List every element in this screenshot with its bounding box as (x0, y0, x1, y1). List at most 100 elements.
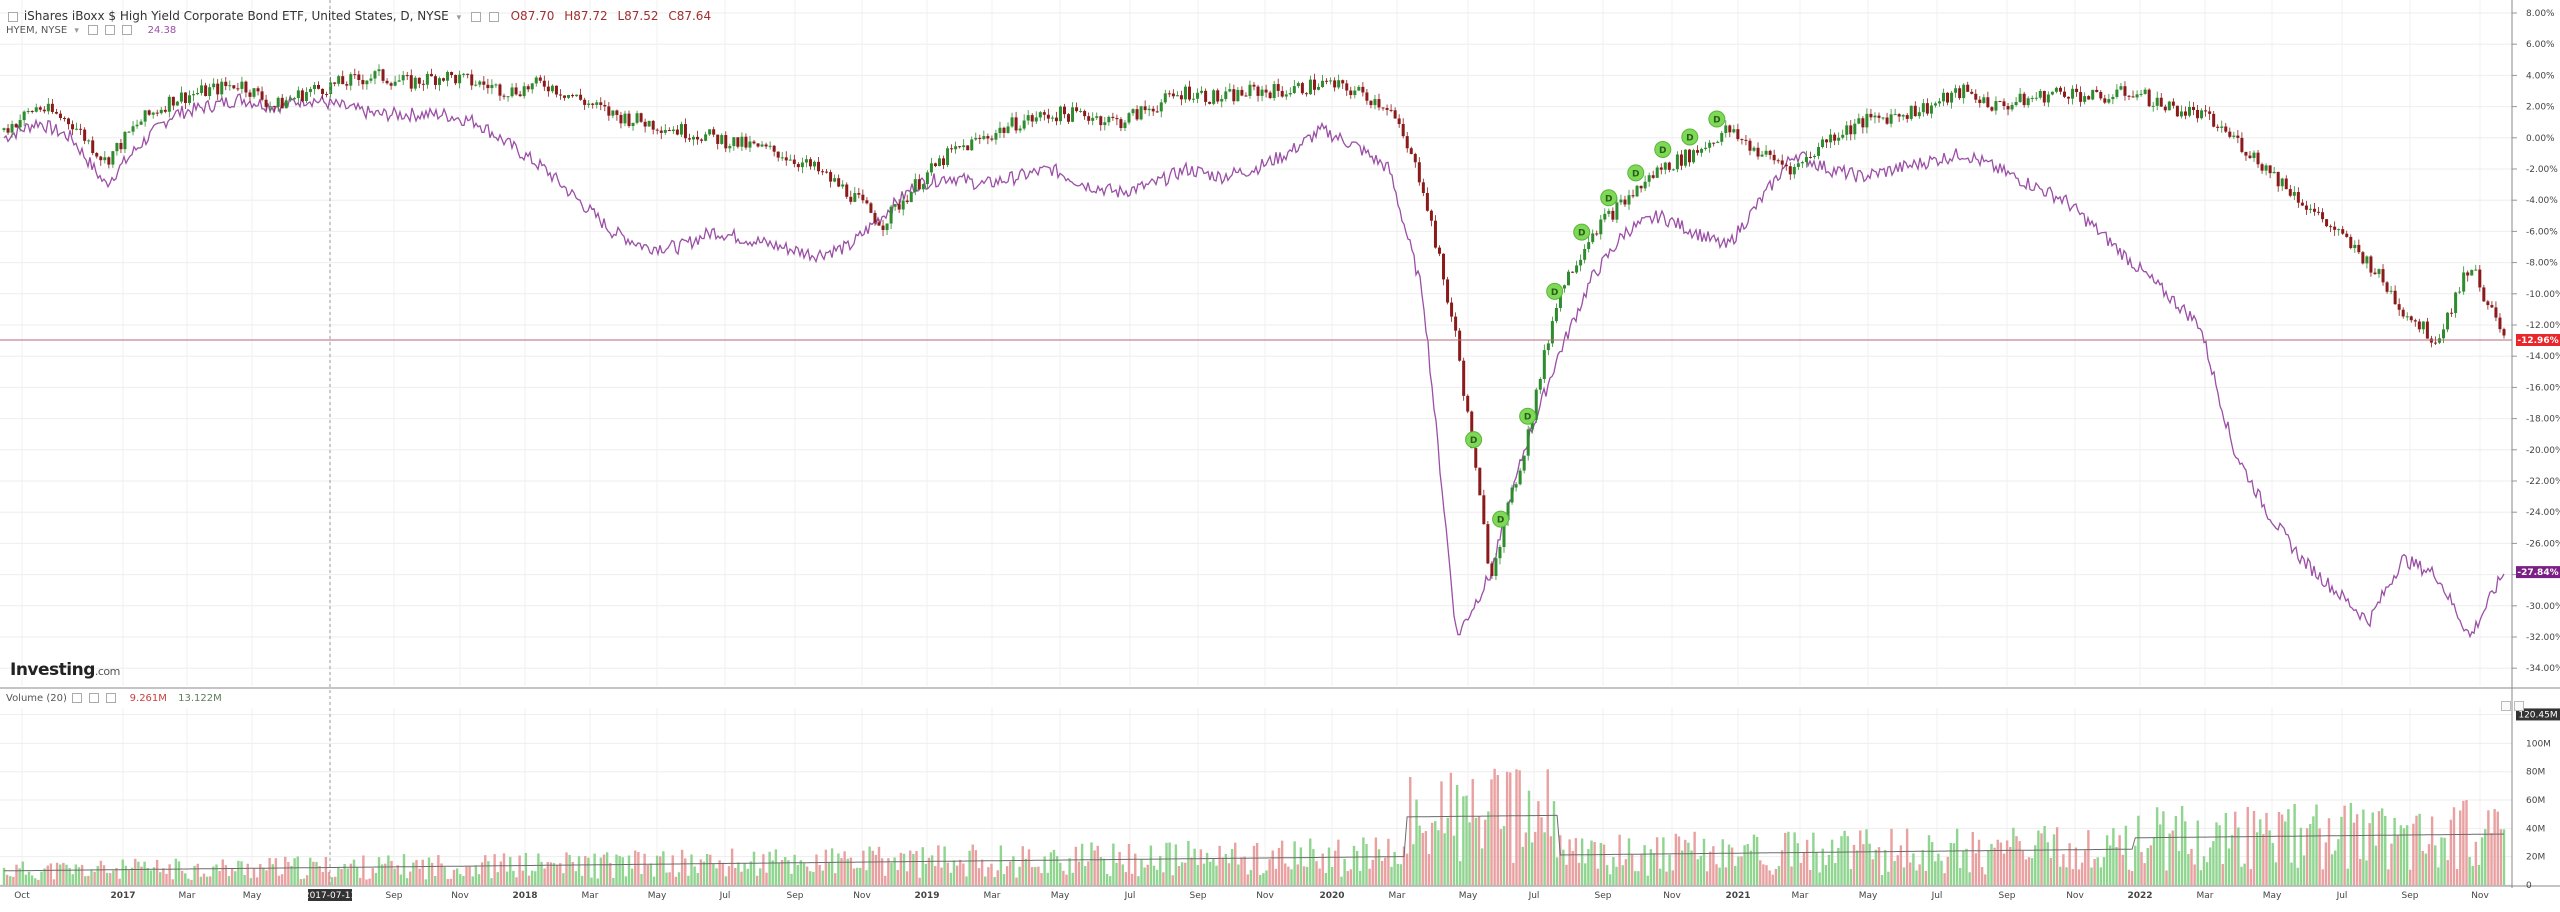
volume-bar (1974, 853, 1978, 885)
candle-body (2050, 91, 2054, 95)
candle-body (1389, 109, 1393, 111)
volume-bar (2396, 835, 2399, 885)
candle-body (196, 92, 200, 95)
close-icon[interactable] (106, 693, 117, 703)
candle-body (655, 129, 659, 131)
volume-bar (774, 849, 778, 885)
volume-bar (537, 853, 540, 885)
volume-bar (815, 854, 818, 885)
maximize-pane-icon[interactable] (2501, 701, 2511, 711)
candle-body (756, 143, 760, 147)
candle-body (1720, 132, 1724, 142)
volume-bar (140, 866, 143, 885)
candle-body (224, 81, 228, 87)
candle-body (437, 78, 441, 85)
volume-bar (1643, 845, 1646, 885)
candle-body (1728, 125, 1732, 133)
candle-body (1994, 101, 1998, 111)
candle-body (1514, 484, 1518, 488)
candle-body (75, 128, 79, 130)
dividend-marker[interactable] (1519, 407, 1537, 425)
candle-body (1579, 259, 1583, 266)
close-icon[interactable] (488, 11, 499, 22)
volume-bar (1715, 864, 1718, 885)
candle-body (10, 124, 14, 133)
low-value: L87.52 (617, 9, 659, 23)
volume-bar (640, 873, 643, 885)
volume-bar (762, 854, 765, 885)
volume-bar (962, 863, 965, 885)
dividend-marker[interactable] (1546, 282, 1564, 300)
candle-body (2123, 86, 2127, 96)
volume-bar (2365, 860, 2368, 885)
candle-body (228, 85, 232, 87)
candle-body (1317, 87, 1321, 90)
volume-bar (1596, 868, 1599, 885)
dividend-marker[interactable] (1681, 128, 1699, 146)
volume-bar (1515, 769, 1518, 885)
price-tick-label: -6.00% (2526, 227, 2558, 237)
volume-bar (1159, 856, 1162, 885)
volume-bar (1034, 867, 1037, 885)
candle-body (929, 163, 933, 173)
candle-body (2030, 97, 2034, 99)
close-pane-icon[interactable] (2514, 701, 2524, 711)
settings-icon[interactable] (88, 25, 99, 35)
volume-bar (224, 865, 228, 885)
settings-icon[interactable] (470, 11, 481, 22)
volume-bar (1652, 853, 1656, 885)
chevron-down-icon[interactable]: ▾ (74, 26, 79, 36)
dividend-marker[interactable] (1573, 223, 1591, 241)
volume-bar (1615, 866, 1618, 885)
candle-body (849, 196, 853, 202)
chevron-down-icon[interactable]: ▾ (456, 13, 462, 23)
candle-body (1046, 114, 1050, 119)
volume-bar (1740, 856, 1743, 885)
close-icon[interactable] (122, 25, 133, 35)
hide-icon[interactable] (89, 693, 100, 703)
candle-body (1212, 90, 1216, 104)
volume-bar (2305, 828, 2309, 885)
dividend-marker[interactable] (1492, 510, 1510, 528)
volume-bar (971, 844, 974, 885)
candle-body (1139, 106, 1143, 120)
collapse-icon[interactable] (8, 11, 18, 22)
volume-bar (834, 873, 837, 885)
dividend-marker[interactable] (1654, 140, 1672, 158)
candle-body (675, 129, 679, 135)
candle-body (1050, 117, 1054, 119)
volume-bar (77, 867, 81, 885)
volume-bar (2371, 812, 2374, 885)
candle-body (2442, 329, 2446, 339)
volume-value: 9.261M (129, 693, 167, 704)
volume-bar (593, 853, 596, 885)
candle-body (873, 212, 877, 223)
volume-bar (1334, 850, 1337, 885)
candle-body (2167, 101, 2171, 111)
symbol-title[interactable]: iShares iBoxx $ High Yield Corporate Bon… (23, 9, 449, 23)
price-tick-label: -8.00% (2526, 259, 2558, 269)
volume-bar (677, 872, 681, 885)
dividend-marker[interactable] (1627, 164, 1645, 182)
hide-icon[interactable] (105, 25, 116, 35)
candle-body (982, 136, 986, 139)
dividend-marker[interactable] (1465, 431, 1483, 449)
settings-icon[interactable] (72, 693, 83, 703)
candle-body (1135, 109, 1139, 120)
candle-body (1446, 279, 1450, 303)
dividend-marker[interactable] (1600, 189, 1618, 207)
candle-body (2099, 92, 2103, 99)
volume-label[interactable]: Volume (20) (6, 693, 67, 704)
volume-bar (1712, 846, 1715, 885)
candle-body (1401, 124, 1405, 137)
volume-bar (65, 864, 68, 885)
price-tick-label: -4.00% (2526, 196, 2558, 206)
candle-body (2494, 307, 2498, 318)
dividend-marker[interactable] (1708, 110, 1726, 128)
volume-bar (805, 866, 809, 885)
volume-bar (1793, 832, 1796, 885)
volume-bar (340, 869, 343, 885)
compare-symbol[interactable]: HYEM, NYSE (6, 25, 68, 36)
